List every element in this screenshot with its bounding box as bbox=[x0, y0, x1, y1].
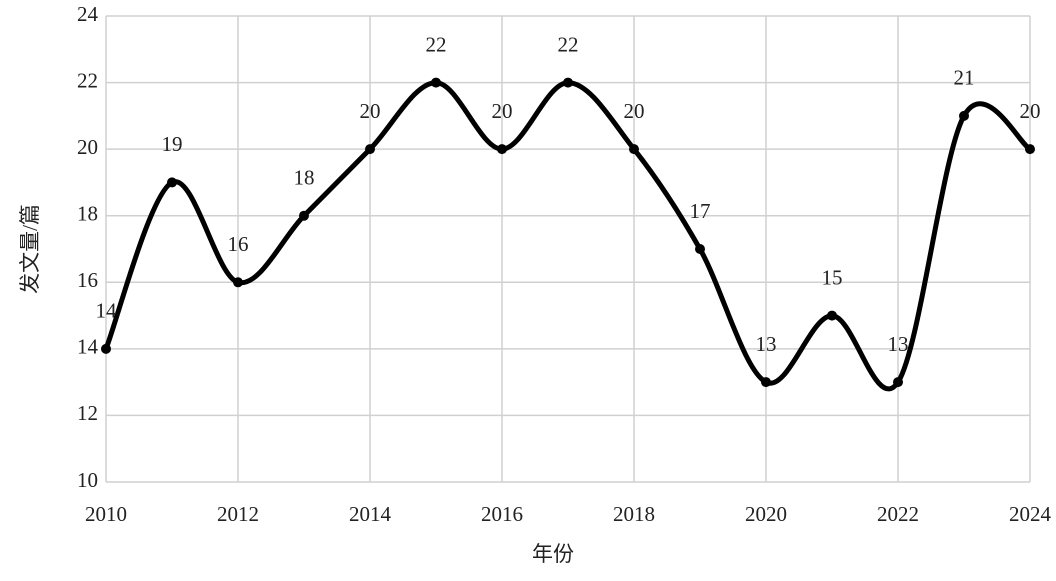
marker bbox=[101, 343, 111, 354]
marker bbox=[167, 177, 177, 188]
marker bbox=[761, 377, 771, 388]
x-axis-label: 年份 bbox=[532, 542, 574, 566]
y-tick-label: 20 bbox=[77, 135, 98, 159]
data-label: 13 bbox=[756, 332, 777, 356]
data-label: 17 bbox=[690, 199, 711, 223]
marker bbox=[695, 244, 705, 254]
y-tick-label: 10 bbox=[77, 468, 98, 492]
marker bbox=[629, 144, 639, 155]
marker bbox=[827, 310, 837, 321]
marker bbox=[893, 377, 903, 388]
x-tick-label: 2018 bbox=[613, 502, 655, 526]
data-label: 20 bbox=[492, 99, 513, 123]
x-tick-label: 2024 bbox=[1009, 502, 1052, 526]
y-axis-label: 发文量/篇 bbox=[18, 204, 42, 294]
data-label: 18 bbox=[294, 166, 315, 190]
data-label: 14 bbox=[96, 299, 118, 323]
y-tick-label: 14 bbox=[77, 335, 99, 359]
y-tick-label: 12 bbox=[77, 401, 98, 425]
data-label: 22 bbox=[558, 32, 579, 56]
marker bbox=[959, 110, 969, 121]
x-tick-label: 2014 bbox=[349, 502, 392, 526]
x-tick-label: 2010 bbox=[85, 502, 127, 526]
y-tick-label: 16 bbox=[77, 268, 98, 292]
data-label: 21 bbox=[954, 66, 975, 90]
data-label: 19 bbox=[162, 132, 183, 156]
data-label: 20 bbox=[1020, 99, 1041, 123]
data-label: 16 bbox=[228, 232, 249, 256]
marker bbox=[563, 77, 573, 88]
data-label: 15 bbox=[822, 265, 843, 289]
marker bbox=[497, 144, 507, 155]
x-tick-label: 2012 bbox=[217, 502, 259, 526]
x-tick-label: 2022 bbox=[877, 502, 919, 526]
data-label: 13 bbox=[888, 332, 909, 356]
data-label: 20 bbox=[624, 99, 645, 123]
x-tick-label: 2016 bbox=[481, 502, 523, 526]
y-tick-label: 24 bbox=[77, 2, 99, 26]
data-label: 22 bbox=[426, 32, 447, 56]
marker bbox=[365, 144, 375, 155]
marker bbox=[431, 77, 441, 88]
data-label: 20 bbox=[360, 99, 381, 123]
x-tick-label: 2020 bbox=[745, 502, 787, 526]
y-tick-label: 18 bbox=[77, 202, 98, 226]
marker bbox=[1025, 144, 1035, 155]
y-tick-label: 22 bbox=[77, 68, 98, 92]
marker bbox=[299, 210, 309, 221]
marker bbox=[233, 277, 243, 288]
